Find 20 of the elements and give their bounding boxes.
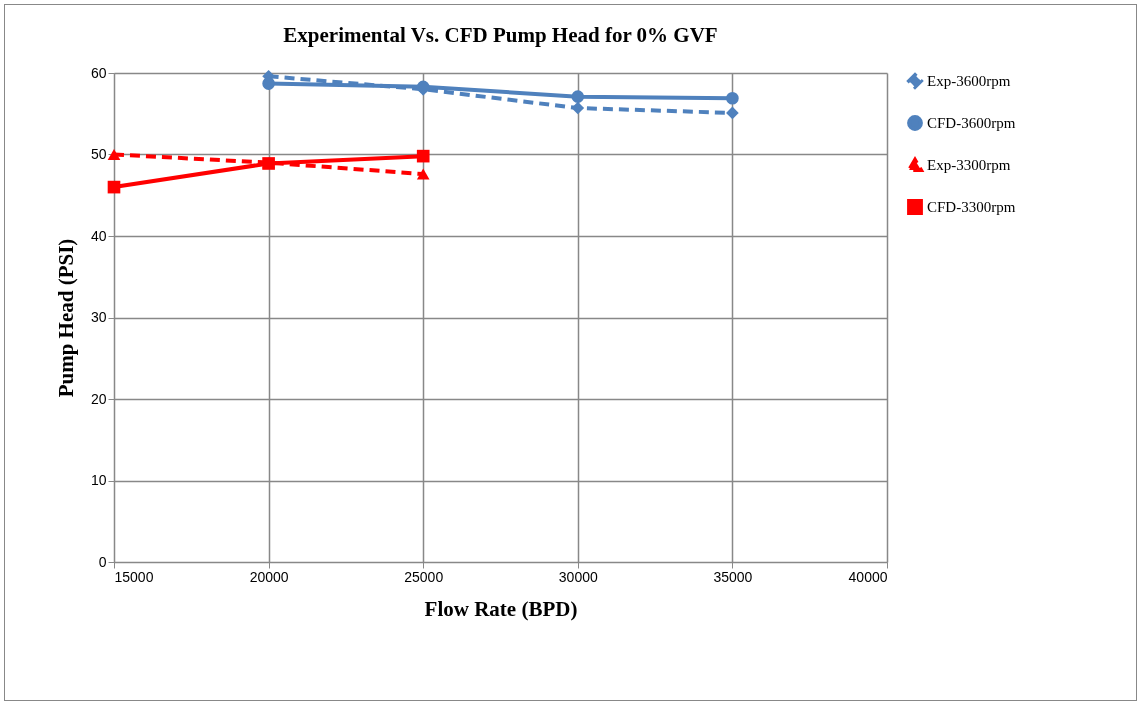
chart-title: Experimental Vs. CFD Pump Head for 0% GVF — [283, 23, 718, 47]
legend-label: Exp-3600rpm — [927, 73, 1011, 89]
y-tick-label: 60 — [90, 64, 107, 81]
y-tick-label: 20 — [90, 390, 107, 407]
x-tick-label: 30000 — [558, 568, 598, 585]
legend-label: Exp-3300rpm — [927, 157, 1011, 173]
x-tick-label: 20000 — [249, 568, 289, 585]
y-tick-label: 0 — [98, 553, 107, 570]
y-tick-label: 50 — [90, 146, 107, 162]
legend-label: CFD-3300rpm — [927, 199, 1016, 215]
legend-label: CFD-3600rpm — [927, 115, 1016, 131]
x-tick-label: 25000 — [404, 568, 444, 585]
y-axis-title: Pump Head (PSI) — [53, 238, 78, 398]
y-tick-label: 10 — [90, 472, 107, 488]
y-tick-label: 40 — [90, 227, 107, 244]
x-tick-label: 40000 — [848, 568, 888, 585]
x-tick-label: 35000 — [713, 568, 753, 585]
y-tick-label: 30 — [90, 309, 107, 325]
x-tick-label: 15000 — [114, 568, 154, 585]
x-axis-title: Flow Rate (BPD) — [424, 596, 578, 621]
